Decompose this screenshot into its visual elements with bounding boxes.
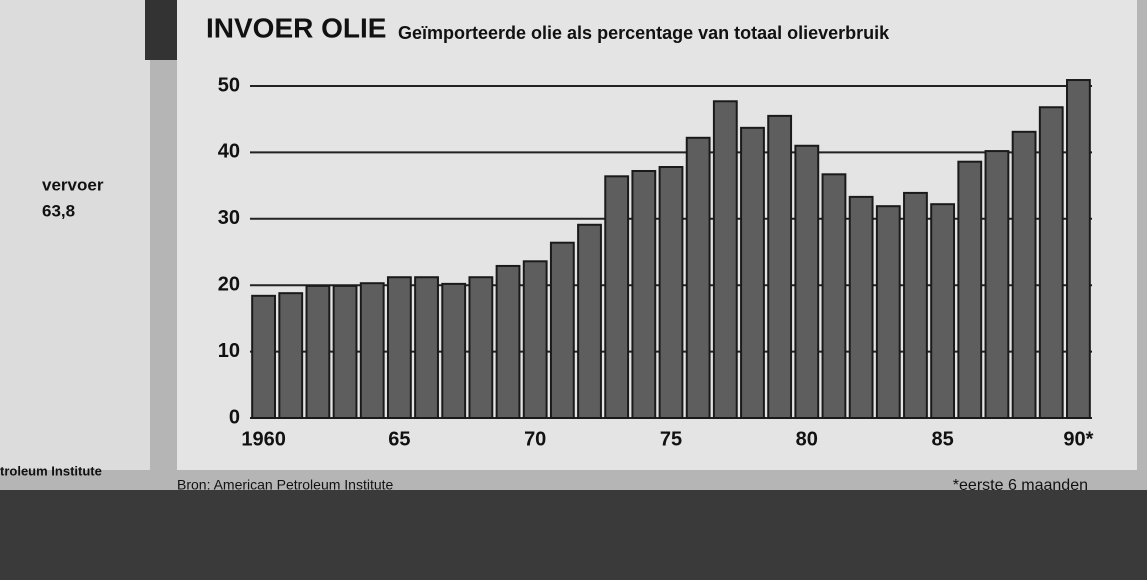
x-tick-label: 1960 [241, 428, 286, 450]
x-tick-label: 70 [524, 428, 546, 450]
bar [497, 266, 520, 418]
bar [306, 286, 329, 418]
bar [605, 176, 628, 418]
bar [768, 116, 791, 418]
bar [388, 277, 411, 418]
bar [904, 193, 927, 418]
x-tick-label: 65 [388, 428, 410, 450]
y-tick-label: 30 [218, 207, 240, 229]
bar [578, 225, 601, 418]
side-label: vervoer [42, 175, 104, 194]
bar [850, 197, 873, 418]
bar [1013, 132, 1036, 418]
bar [551, 243, 574, 418]
bar [660, 167, 683, 418]
bar [361, 283, 384, 418]
bar [958, 162, 981, 418]
bar [442, 284, 465, 418]
bar [823, 174, 846, 418]
side-value: 63,8 [42, 201, 75, 220]
bar [877, 206, 900, 418]
bar [795, 146, 818, 418]
bar [334, 286, 357, 418]
x-tick-label: 85 [931, 428, 953, 450]
y-tick-label: 50 [218, 74, 240, 96]
x-tick-label: 80 [796, 428, 818, 450]
chart-title: INVOER OLIE [206, 12, 386, 43]
source: Bron: American Petroleum Institute [177, 477, 394, 493]
y-tick-label: 0 [229, 406, 240, 428]
bar [415, 277, 438, 418]
corner-block [145, 0, 177, 60]
x-tick-label: 90* [1063, 428, 1093, 450]
bar [687, 138, 710, 418]
bar [1040, 107, 1063, 418]
bar [741, 128, 764, 418]
bar [714, 101, 737, 418]
y-tick-label: 10 [218, 340, 240, 362]
left-panel [0, 0, 150, 470]
y-tick-label: 40 [218, 141, 240, 163]
bar [986, 151, 1009, 418]
bar [632, 171, 655, 418]
bar [524, 261, 547, 418]
bar [1067, 80, 1090, 418]
photo-strip [0, 490, 1147, 580]
note: *eerste 6 maanden [953, 477, 1088, 494]
chart-subtitle: Geïmporteerde olie als percentage van to… [398, 23, 890, 43]
bar [252, 296, 275, 418]
x-tick-label: 75 [660, 428, 682, 450]
bar [469, 277, 492, 418]
side-source: troleum Institute [0, 463, 102, 478]
bar [931, 204, 954, 418]
chart: INVOER OLIE Geïmporteerde olie als perce… [0, 0, 1147, 580]
y-tick-label: 20 [218, 273, 240, 295]
bar [279, 293, 302, 418]
